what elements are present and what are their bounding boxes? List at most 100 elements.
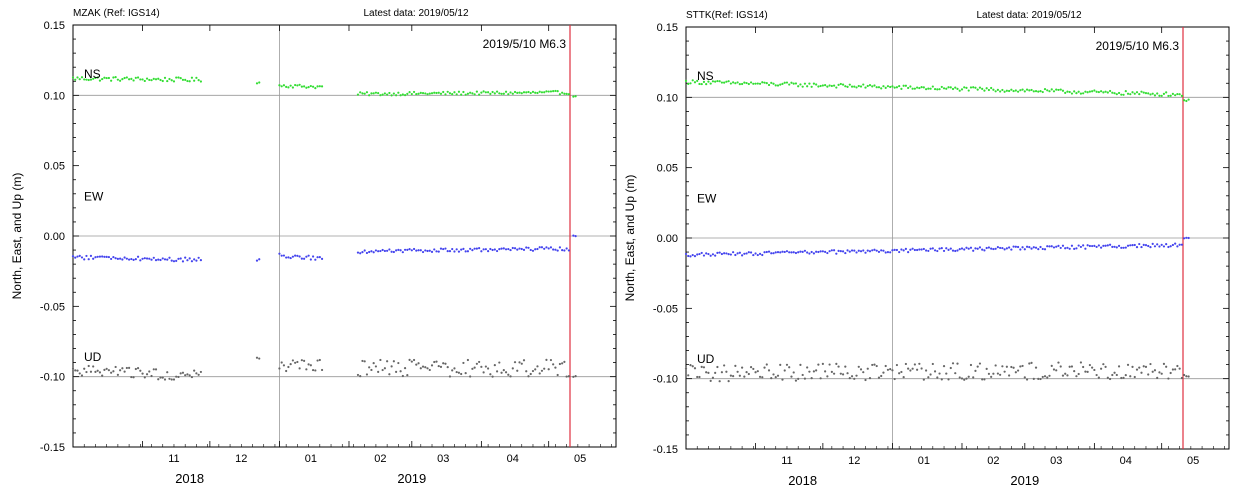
data-point [188, 257, 191, 260]
data-point [177, 257, 180, 260]
y-tick-label: 0.15 [657, 22, 678, 34]
data-point [832, 84, 836, 87]
data-point [287, 86, 290, 89]
data-point [556, 90, 559, 93]
data-point [749, 81, 753, 84]
data-point [457, 250, 461, 253]
data-point [110, 79, 113, 82]
data-point [985, 87, 988, 90]
data-point [193, 79, 196, 82]
data-point [1113, 245, 1116, 248]
data-point [1111, 91, 1114, 94]
data-point [195, 259, 198, 262]
data-point [1088, 363, 1091, 367]
data-point [693, 81, 697, 84]
data-point [397, 91, 400, 94]
data-point [761, 81, 764, 84]
data-point [92, 77, 95, 80]
data-point [175, 76, 178, 79]
data-point [799, 363, 802, 367]
data-point [444, 247, 447, 250]
data-point [929, 247, 932, 250]
data-point [1095, 245, 1098, 249]
data-point [513, 247, 517, 250]
data-point [1183, 237, 1186, 240]
data-point [1070, 92, 1074, 95]
data-point [999, 90, 1002, 93]
data-point [700, 365, 703, 368]
data-point [700, 251, 703, 255]
data-point [437, 250, 440, 253]
data-point [437, 91, 440, 94]
data-point [85, 370, 88, 374]
chart-panel-2: STTK(Ref: IGS14) Latest data: 2019/05/12 -… [623, 10, 1230, 488]
data-point [399, 249, 402, 252]
data-point [473, 247, 476, 250]
data-point [426, 249, 429, 253]
data-point [462, 90, 465, 94]
data-point [554, 248, 557, 251]
data-point [763, 81, 766, 84]
data-point [848, 250, 851, 253]
data-point [992, 88, 995, 91]
data-point [426, 93, 429, 96]
data-point [1106, 376, 1109, 379]
data-point [572, 95, 575, 98]
data-point [806, 85, 809, 88]
data-point [516, 369, 519, 372]
data-point [1043, 375, 1047, 378]
data-point [94, 256, 97, 259]
data-point [1180, 376, 1183, 380]
data-point [788, 251, 791, 254]
data-point [377, 250, 380, 253]
data-point [866, 84, 869, 88]
data-point [974, 247, 977, 250]
data-point [1008, 246, 1011, 249]
data-point [839, 82, 842, 86]
data-point [365, 91, 369, 94]
data-point [873, 84, 876, 87]
y-tick-label: -0.05 [653, 303, 678, 315]
data-point [1032, 90, 1035, 93]
data-point [311, 85, 315, 88]
data-point [981, 378, 984, 381]
data-point [1003, 370, 1006, 373]
data-point [801, 250, 804, 253]
data-point [163, 76, 167, 79]
data-point [911, 367, 914, 370]
data-point [417, 249, 420, 252]
data-point [166, 258, 169, 261]
data-point [278, 367, 281, 370]
data-point [500, 92, 503, 95]
data-point [421, 365, 425, 368]
data-point [1100, 246, 1103, 249]
data-point [491, 90, 494, 94]
data-point [1088, 244, 1091, 248]
data-point [379, 358, 382, 362]
data-point [862, 249, 865, 252]
data-point [828, 250, 831, 253]
data-point [895, 248, 899, 252]
data-point [1028, 362, 1031, 365]
data-point [837, 83, 840, 86]
data-point [448, 375, 452, 378]
data-point [732, 251, 735, 254]
data-point [128, 78, 131, 81]
data-point [945, 372, 948, 375]
data-point [810, 85, 813, 88]
data-point [868, 377, 872, 380]
data-point [1064, 247, 1067, 250]
data-point [168, 77, 171, 81]
data-point [444, 362, 447, 365]
data-point [884, 86, 887, 89]
data-point [453, 367, 456, 370]
data-point [684, 79, 688, 82]
y-tick-label: -0.10 [40, 372, 65, 384]
data-point [947, 86, 950, 89]
data-point [1171, 243, 1174, 247]
data-point [996, 372, 999, 375]
data-point [954, 86, 957, 89]
data-point [534, 248, 537, 251]
data-point [558, 246, 562, 249]
data-point [1178, 243, 1181, 246]
